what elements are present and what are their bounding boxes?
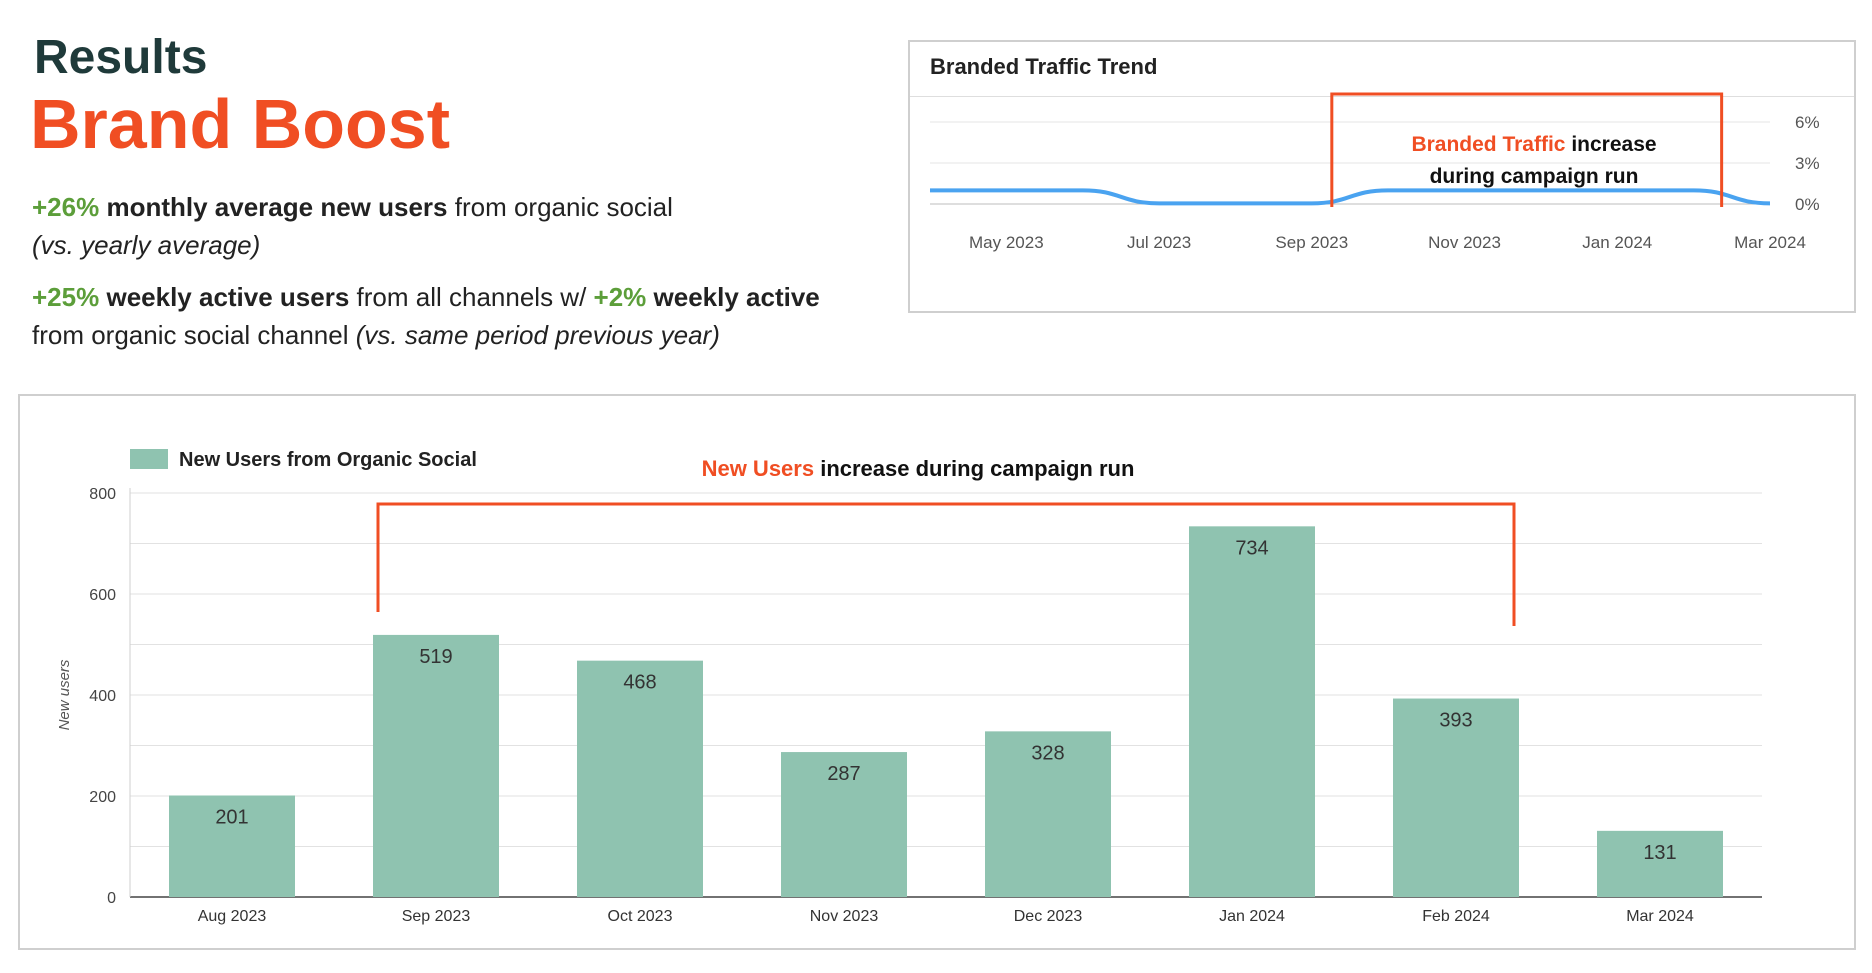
stat-label: weekly active [653, 282, 820, 312]
x-tick-label: Dec 2023 [1014, 908, 1083, 925]
bar [373, 634, 499, 897]
divider [910, 96, 1854, 97]
results-eyebrow: Results [34, 31, 208, 84]
x-tick-label: Feb 2024 [1422, 908, 1490, 925]
bar-value-label: 328 [1031, 742, 1064, 764]
bar-annotation: New Users increase during campaign run [702, 456, 1135, 481]
bar-value-label: 201 [215, 806, 248, 828]
y-axis-label: New users [56, 659, 73, 730]
annotation-text: increase during campaign run [814, 456, 1134, 481]
x-tick-label: Sep 2023 [1275, 233, 1348, 252]
x-tick-label: Nov 2023 [1428, 233, 1501, 252]
y-tick-label: 800 [89, 486, 116, 503]
x-tick-label: Mar 2024 [1626, 908, 1694, 925]
legend-label: New Users from Organic Social [179, 449, 477, 471]
stat-weekly-active: +25% weekly active users from all channe… [32, 278, 820, 354]
y-tick-label: 3% [1795, 154, 1820, 173]
new-users-chart: New Users from Organic Social 0 200 400 600 8… [56, 449, 1762, 925]
campaign-bracket [376, 502, 1516, 626]
y-tick-label: 600 [89, 587, 116, 604]
bar-value-label: 468 [623, 672, 656, 694]
branded-traffic-panel: Branded Traffic Trend 0% 3% 6% May 2023 Jul … [908, 40, 1856, 313]
page-title: Brand Boost [30, 85, 450, 163]
y-tick-label: 0% [1795, 195, 1820, 214]
annotation-highlight: Branded Traffic [1411, 133, 1565, 156]
stat-note: (vs. same period previous year) [355, 320, 720, 350]
stat-new-users: +26% monthly average new users from orga… [32, 188, 673, 264]
stat-text: from organic social [447, 192, 673, 222]
x-tick-label: Jan 2024 [1219, 908, 1285, 925]
bar [1189, 526, 1315, 897]
bar-value-label: 131 [1643, 842, 1676, 864]
x-tick-label: May 2023 [969, 233, 1044, 252]
stat-label: monthly average new users [106, 192, 448, 222]
stat-percent: +26% [32, 192, 100, 222]
x-tick-label: Jul 2023 [1127, 233, 1191, 252]
annotation-highlight: New Users [702, 456, 815, 481]
y-tick-label: 0 [107, 890, 116, 907]
legend-swatch [130, 449, 168, 469]
x-tick-label: Aug 2023 [198, 908, 267, 925]
bar [577, 660, 703, 897]
bar-value-label: 734 [1235, 537, 1268, 559]
stat-text: from all channels w/ [349, 282, 594, 312]
bar-value-label: 393 [1439, 710, 1472, 732]
series-line [930, 188, 1771, 206]
bar [985, 731, 1111, 897]
chart-title: Branded Traffic Trend [930, 54, 1158, 79]
stat-percent: +2% [593, 282, 647, 312]
x-tick-label: Mar 2024 [1734, 233, 1806, 252]
bar [781, 752, 907, 897]
annotation-text: increase [1565, 133, 1656, 156]
x-tick-label: Nov 2023 [810, 908, 879, 925]
y-tick-label: 400 [89, 688, 116, 705]
new-users-panel: New Users from Organic Social 0 200 400 600 8… [18, 394, 1856, 950]
y-tick-label: 6% [1795, 113, 1820, 132]
stat-text: from organic social channel [32, 320, 356, 350]
bar-value-label: 519 [419, 646, 452, 668]
y-tick-label: 200 [89, 789, 116, 806]
bar-value-label: 287 [827, 763, 860, 785]
stat-note: (vs. yearly average) [32, 230, 261, 260]
bar [1393, 698, 1519, 897]
stat-label: weekly active users [106, 282, 350, 312]
trend-annotation-line-2: during campaign run [1430, 165, 1639, 188]
x-tick-label: Jan 2024 [1582, 233, 1652, 252]
campaign-bracket [1330, 92, 1724, 207]
bar [169, 795, 295, 897]
trend-annotation-line-1: Branded Traffic increase [1411, 133, 1656, 156]
branded-traffic-chart: 0% 3% 6% May 2023 Jul 2023 Sep 2023 Nov 2023 Ja… [930, 92, 1820, 252]
stat-percent: +25% [32, 282, 100, 312]
x-tick-label: Oct 2023 [608, 908, 673, 925]
x-tick-label: Sep 2023 [402, 908, 471, 925]
bar [1597, 830, 1723, 897]
